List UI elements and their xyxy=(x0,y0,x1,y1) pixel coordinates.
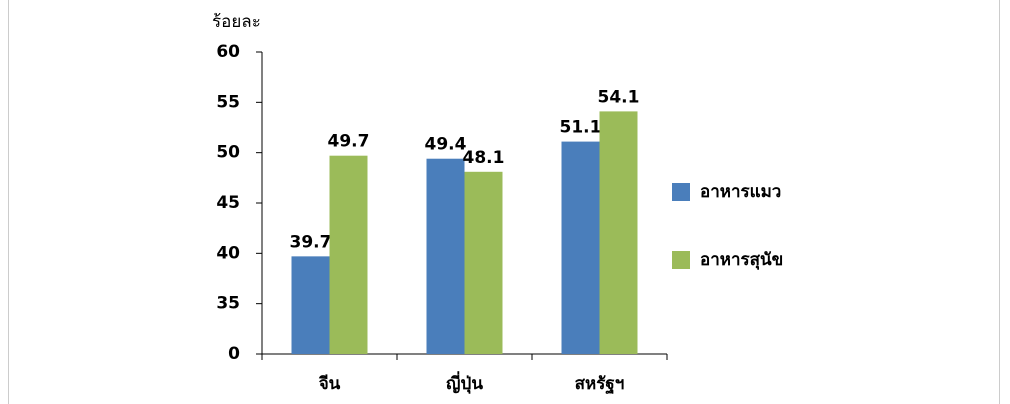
legend-label: อาหารแมว xyxy=(700,182,781,202)
bar xyxy=(599,111,638,354)
value-label: 54.1 xyxy=(598,87,640,107)
bar xyxy=(561,141,600,354)
x-tick-label: จีน xyxy=(319,373,341,394)
y-tick-label: 55 xyxy=(216,92,240,112)
y-tick-label: 40 xyxy=(216,243,240,263)
value-label: 51.1 xyxy=(560,118,602,138)
bar xyxy=(329,155,368,354)
value-label: 48.1 xyxy=(463,148,505,168)
bar xyxy=(291,256,330,354)
y-tick-label: 50 xyxy=(216,143,240,163)
x-tick-label: สหรัฐฯ xyxy=(575,374,625,395)
legend-swatch xyxy=(672,183,690,201)
y-tick-label: 45 xyxy=(216,193,240,213)
frame xyxy=(8,0,1000,404)
x-tick-label: ญี่ปุ่น xyxy=(446,371,483,394)
value-label: 49.4 xyxy=(425,135,467,155)
y-axis-label: ร้อยละ xyxy=(212,12,261,32)
legend-label: อาหารสุนัข xyxy=(700,250,783,270)
value-label: 39.7 xyxy=(290,232,332,252)
y-tick-label: 0 xyxy=(228,344,240,364)
value-label: 49.7 xyxy=(328,132,370,152)
y-tick-label: 60 xyxy=(216,42,240,62)
bar xyxy=(426,158,465,354)
bar xyxy=(464,171,503,354)
legend-swatch xyxy=(672,251,690,269)
y-tick-label: 35 xyxy=(216,294,240,314)
